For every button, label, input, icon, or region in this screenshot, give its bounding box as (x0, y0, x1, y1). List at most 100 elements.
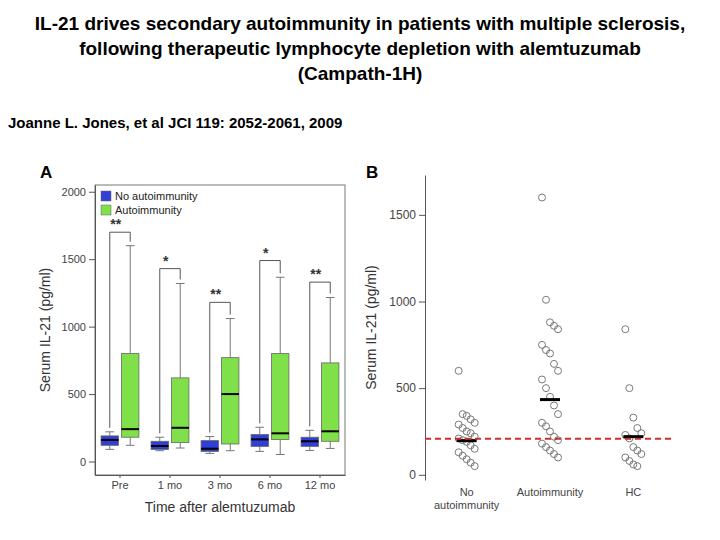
box-body (222, 358, 239, 444)
box-body (251, 435, 268, 447)
tick-label: 1000 (389, 295, 416, 309)
whisker-cap-min (326, 448, 335, 449)
data-point (638, 451, 645, 458)
plot-area (101, 232, 339, 454)
tick: 1 mo (158, 475, 182, 491)
legend-swatch (101, 191, 111, 201)
data-point (555, 326, 562, 333)
tick-mark (419, 215, 425, 216)
data-point (543, 385, 550, 392)
box (101, 432, 118, 450)
box (272, 277, 289, 454)
box (201, 437, 218, 454)
box (122, 246, 139, 446)
data-point (555, 411, 562, 418)
box-median (172, 427, 189, 429)
tick: 2000 (62, 186, 95, 198)
box-body (172, 378, 189, 443)
tick: 1500 (389, 208, 425, 222)
tick-label: HC (625, 486, 641, 498)
tick: 6 mo (258, 475, 282, 491)
significance-label: ** (110, 216, 121, 232)
whisker-lower (330, 441, 331, 448)
tick-mark (419, 388, 425, 389)
whisker-cap-min (205, 453, 214, 454)
x-axis-title: Time after alemtuzumab (145, 499, 296, 515)
data-point (630, 461, 637, 468)
data-point (539, 194, 546, 201)
tick-label: 1500 (389, 208, 416, 222)
whisker-lower (109, 445, 110, 449)
tick-label: Autoimmunity (517, 486, 584, 498)
data-point (463, 428, 470, 435)
box (322, 297, 339, 448)
legend-label: No autoimmunity (115, 190, 198, 202)
data-point (547, 350, 554, 357)
box-body (322, 363, 339, 441)
data-point (555, 437, 562, 444)
whisker-cap-min (276, 454, 285, 455)
tick-label: Noautoimmunity (434, 486, 500, 511)
mean-bar (623, 435, 643, 438)
axis-line (425, 176, 426, 481)
tick-label: 12 mo (305, 479, 336, 491)
data-point (551, 402, 558, 409)
data-point (471, 463, 478, 470)
data-point (455, 367, 462, 374)
reference-line (425, 438, 675, 440)
whisker-cap-max (255, 427, 264, 428)
legend: No autoimmunityAutoimmunity (101, 190, 198, 216)
whisker-cap-max (326, 297, 335, 298)
whisker-upper (230, 319, 231, 358)
box-median (272, 432, 289, 434)
data-point (459, 411, 466, 418)
whisker-upper (159, 437, 160, 441)
tick-mark (419, 475, 425, 476)
whisker-lower (230, 444, 231, 451)
panel-label: B (366, 163, 378, 182)
significance-label: ** (310, 266, 321, 282)
box (301, 430, 318, 450)
box-median (222, 393, 239, 395)
data-point (539, 376, 546, 383)
tick-label: 3 mo (208, 479, 232, 491)
box-body (301, 437, 318, 446)
significance-bracket (310, 282, 330, 426)
data-point (626, 385, 633, 392)
tick-mark (419, 302, 425, 303)
mean-bar (540, 398, 560, 401)
tick: 1000 (389, 295, 425, 309)
tick: 12 mo (305, 475, 336, 491)
panel-label: A (40, 163, 52, 182)
tick-label: 1 mo (158, 479, 182, 491)
whisker-upper (109, 432, 110, 436)
axis: 050010001500 (389, 176, 425, 483)
tick-mark (89, 327, 95, 328)
whisker-cap-min (105, 449, 114, 450)
tick-label: 2000 (62, 186, 86, 198)
whisker-cap-min (255, 451, 264, 452)
significance-bracket (160, 269, 180, 434)
tick: 3 mo (208, 475, 232, 491)
tick-label: 1000 (62, 321, 86, 333)
data-point (634, 463, 641, 470)
whisker-cap-max (305, 430, 314, 431)
tick-mark (89, 394, 95, 395)
data-point (622, 326, 629, 333)
tick-label: Pre (111, 479, 128, 491)
tick-label: 500 (68, 388, 86, 400)
box-median (322, 430, 339, 432)
box-body (122, 354, 139, 438)
box-median (251, 438, 268, 440)
tick: 0 (80, 456, 95, 468)
chart-a: A0500100015002000Pre1 mo3 mo6 mo12 moTim… (37, 163, 346, 515)
tick-mark (270, 475, 271, 478)
whisker-cap-min (155, 450, 164, 451)
citation: Joanne L. Jones, et al JCI 119: 2052-206… (8, 114, 342, 131)
whisker-cap-max (226, 318, 235, 319)
data-point (471, 419, 478, 426)
whisker-cap-min (126, 445, 135, 446)
whisker-lower (259, 446, 260, 451)
whisker-upper (130, 246, 131, 354)
tick: 1000 (62, 321, 95, 333)
